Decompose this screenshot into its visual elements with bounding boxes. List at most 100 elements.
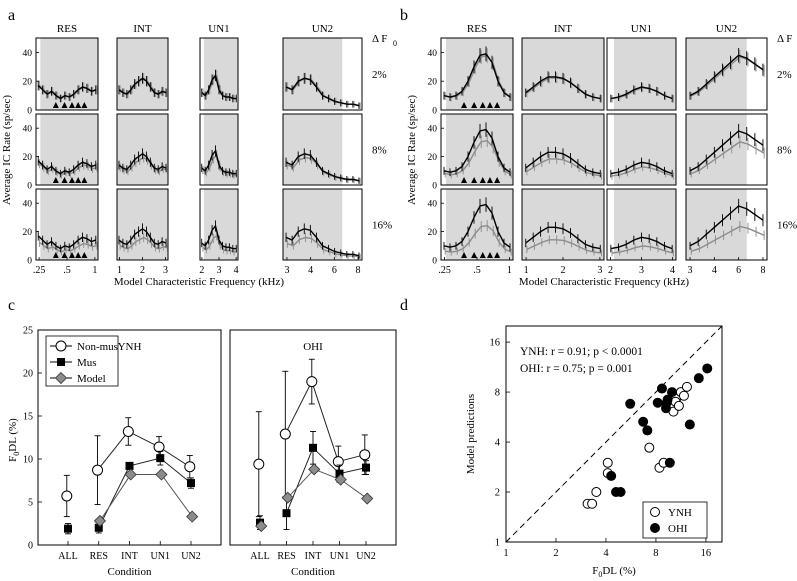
x-tick-label-res: RES bbox=[90, 551, 108, 562]
x-tick-label: 2 bbox=[561, 265, 566, 276]
x-tick-label: 16 bbox=[701, 548, 712, 559]
subplot-a-r0-c2 bbox=[199, 37, 239, 111]
x-tick-label: 1 bbox=[117, 265, 122, 276]
x-axis-label-b: Model Characteristic Frequency (kHz) bbox=[519, 276, 689, 288]
harmonic-marker bbox=[81, 177, 88, 183]
point-ohi bbox=[615, 487, 626, 498]
x-tick-label: 4 bbox=[308, 265, 313, 276]
axes-box bbox=[521, 113, 605, 186]
marker-mus bbox=[125, 461, 134, 470]
legend-marker-ohi bbox=[650, 523, 660, 533]
legend-marker-non-mus bbox=[55, 340, 67, 352]
panel-letter-d: d bbox=[400, 297, 408, 314]
x-tick-label-all: ALL bbox=[250, 551, 269, 562]
point-ynh bbox=[678, 390, 689, 401]
ylabel-sub: 0 bbox=[12, 452, 21, 456]
harmonic-marker bbox=[68, 252, 75, 258]
x-tick-label: 2 bbox=[140, 265, 145, 276]
row-label-16%: 16% bbox=[777, 220, 797, 232]
y-tick-label: 8 bbox=[495, 388, 500, 399]
subplot-b-r1-c0: 0 20 40 bbox=[428, 113, 514, 192]
col-title-b-un1: UN1 bbox=[631, 23, 652, 35]
x-tick-label-int: INT bbox=[305, 551, 322, 562]
point-ohi bbox=[625, 398, 636, 409]
row-label-8%: 8% bbox=[777, 145, 792, 157]
marker-model bbox=[308, 463, 321, 476]
x-tick-label: 2 bbox=[199, 265, 204, 276]
x-tick-label: 3 bbox=[217, 265, 222, 276]
legend-label-mus: Mus bbox=[77, 357, 97, 369]
y-tick-label: 20 bbox=[23, 153, 33, 163]
harmonic-marker bbox=[486, 252, 493, 258]
y-axis-label-text: F0DL (%) bbox=[7, 418, 21, 462]
row-label-8%: 8% bbox=[372, 145, 387, 157]
axes-box bbox=[35, 113, 99, 186]
x-tick-label: 4 bbox=[234, 265, 239, 276]
annotation-1: OHI: r = 0.75; p = 0.001 bbox=[520, 363, 633, 375]
subplot-b-r2-c1: 1 2 3 bbox=[521, 188, 605, 276]
y-tick-label: 40 bbox=[428, 125, 438, 135]
x-tick-label: .5 bbox=[473, 265, 481, 276]
harmonic-marker bbox=[471, 102, 478, 108]
harmonic-marker bbox=[75, 102, 82, 108]
subplot-a-r2-c2: 2 3 4 bbox=[199, 188, 239, 276]
subplot-b-r0-c0: 0 20 40 bbox=[428, 37, 514, 117]
subplot-title: OHI bbox=[303, 341, 323, 353]
x-axis-label-d: F0DL (%) bbox=[592, 565, 636, 579]
x-tick-label: 4 bbox=[603, 548, 609, 559]
marker-model bbox=[155, 468, 168, 481]
y-tick-label: 15 bbox=[23, 412, 33, 423]
y-tick-label: 4 bbox=[495, 438, 501, 449]
x-tick-label: 3 bbox=[163, 265, 168, 276]
marker-non-mus bbox=[359, 449, 371, 461]
point-ohi bbox=[684, 419, 695, 430]
x-tick-label: 8 bbox=[356, 265, 361, 276]
y-tick-label: 20 bbox=[23, 228, 33, 238]
marker-mus bbox=[362, 463, 370, 472]
subplot-a-r1-c1 bbox=[116, 113, 169, 186]
legend-label-non-mus: Non-mus bbox=[77, 341, 118, 353]
legend-label-ohi: OHI bbox=[668, 523, 688, 535]
subplot-b-r2-c2: 2 3 4 bbox=[606, 188, 677, 276]
subplot-b-r2-c3: 16% 3 4 6 8 bbox=[685, 188, 797, 276]
point-ohi bbox=[702, 363, 713, 374]
delta-f0-label-a: Δ F bbox=[372, 33, 387, 45]
marker-mus bbox=[335, 469, 344, 478]
panel-letter-a: a bbox=[8, 7, 15, 24]
harmonic-marker bbox=[486, 177, 493, 183]
y-tick-label: 20 bbox=[428, 228, 438, 238]
y-tick-label: 5 bbox=[28, 498, 33, 509]
col-title-a-int: INT bbox=[133, 23, 152, 35]
subplot-a-r2-c3: 16% 3 4 6 8 bbox=[282, 188, 392, 276]
marker-model bbox=[281, 491, 294, 504]
x-tick-label: 3 bbox=[639, 265, 644, 276]
axes-box bbox=[282, 37, 363, 111]
y-tick-label: 0 bbox=[27, 182, 32, 192]
harmonic-marker bbox=[494, 252, 501, 258]
x-tick-label: 1 bbox=[524, 265, 529, 276]
y-axis-label-a: Average IC Rate (sp/sec) bbox=[1, 95, 13, 205]
x-tick-label: .25 bbox=[33, 265, 46, 276]
marker-mus bbox=[309, 443, 317, 452]
marker-model bbox=[334, 473, 347, 486]
x-tick-label: 8 bbox=[760, 265, 765, 276]
x-tick-label: 3 bbox=[688, 265, 693, 276]
axes-box bbox=[606, 37, 677, 111]
harmonic-marker bbox=[461, 102, 468, 108]
x-axis-label: Condition bbox=[107, 566, 152, 578]
harmonic-marker bbox=[75, 177, 82, 183]
delta-f0-label-b: Δ F bbox=[777, 33, 792, 45]
y-tick-label: 1 bbox=[495, 538, 500, 549]
y-tick-label: 0 bbox=[432, 182, 437, 192]
point-ohi bbox=[606, 470, 617, 481]
marker-non-mus bbox=[61, 490, 73, 502]
curve-reference bbox=[37, 84, 97, 100]
curve-shifted bbox=[38, 242, 98, 253]
curve-reference bbox=[443, 53, 511, 98]
point-ynh bbox=[673, 400, 684, 411]
y-tick-label: 25 bbox=[23, 326, 33, 337]
shaded-region bbox=[613, 38, 676, 110]
marker-non-mus bbox=[184, 461, 196, 473]
harmonic-marker bbox=[52, 252, 59, 258]
